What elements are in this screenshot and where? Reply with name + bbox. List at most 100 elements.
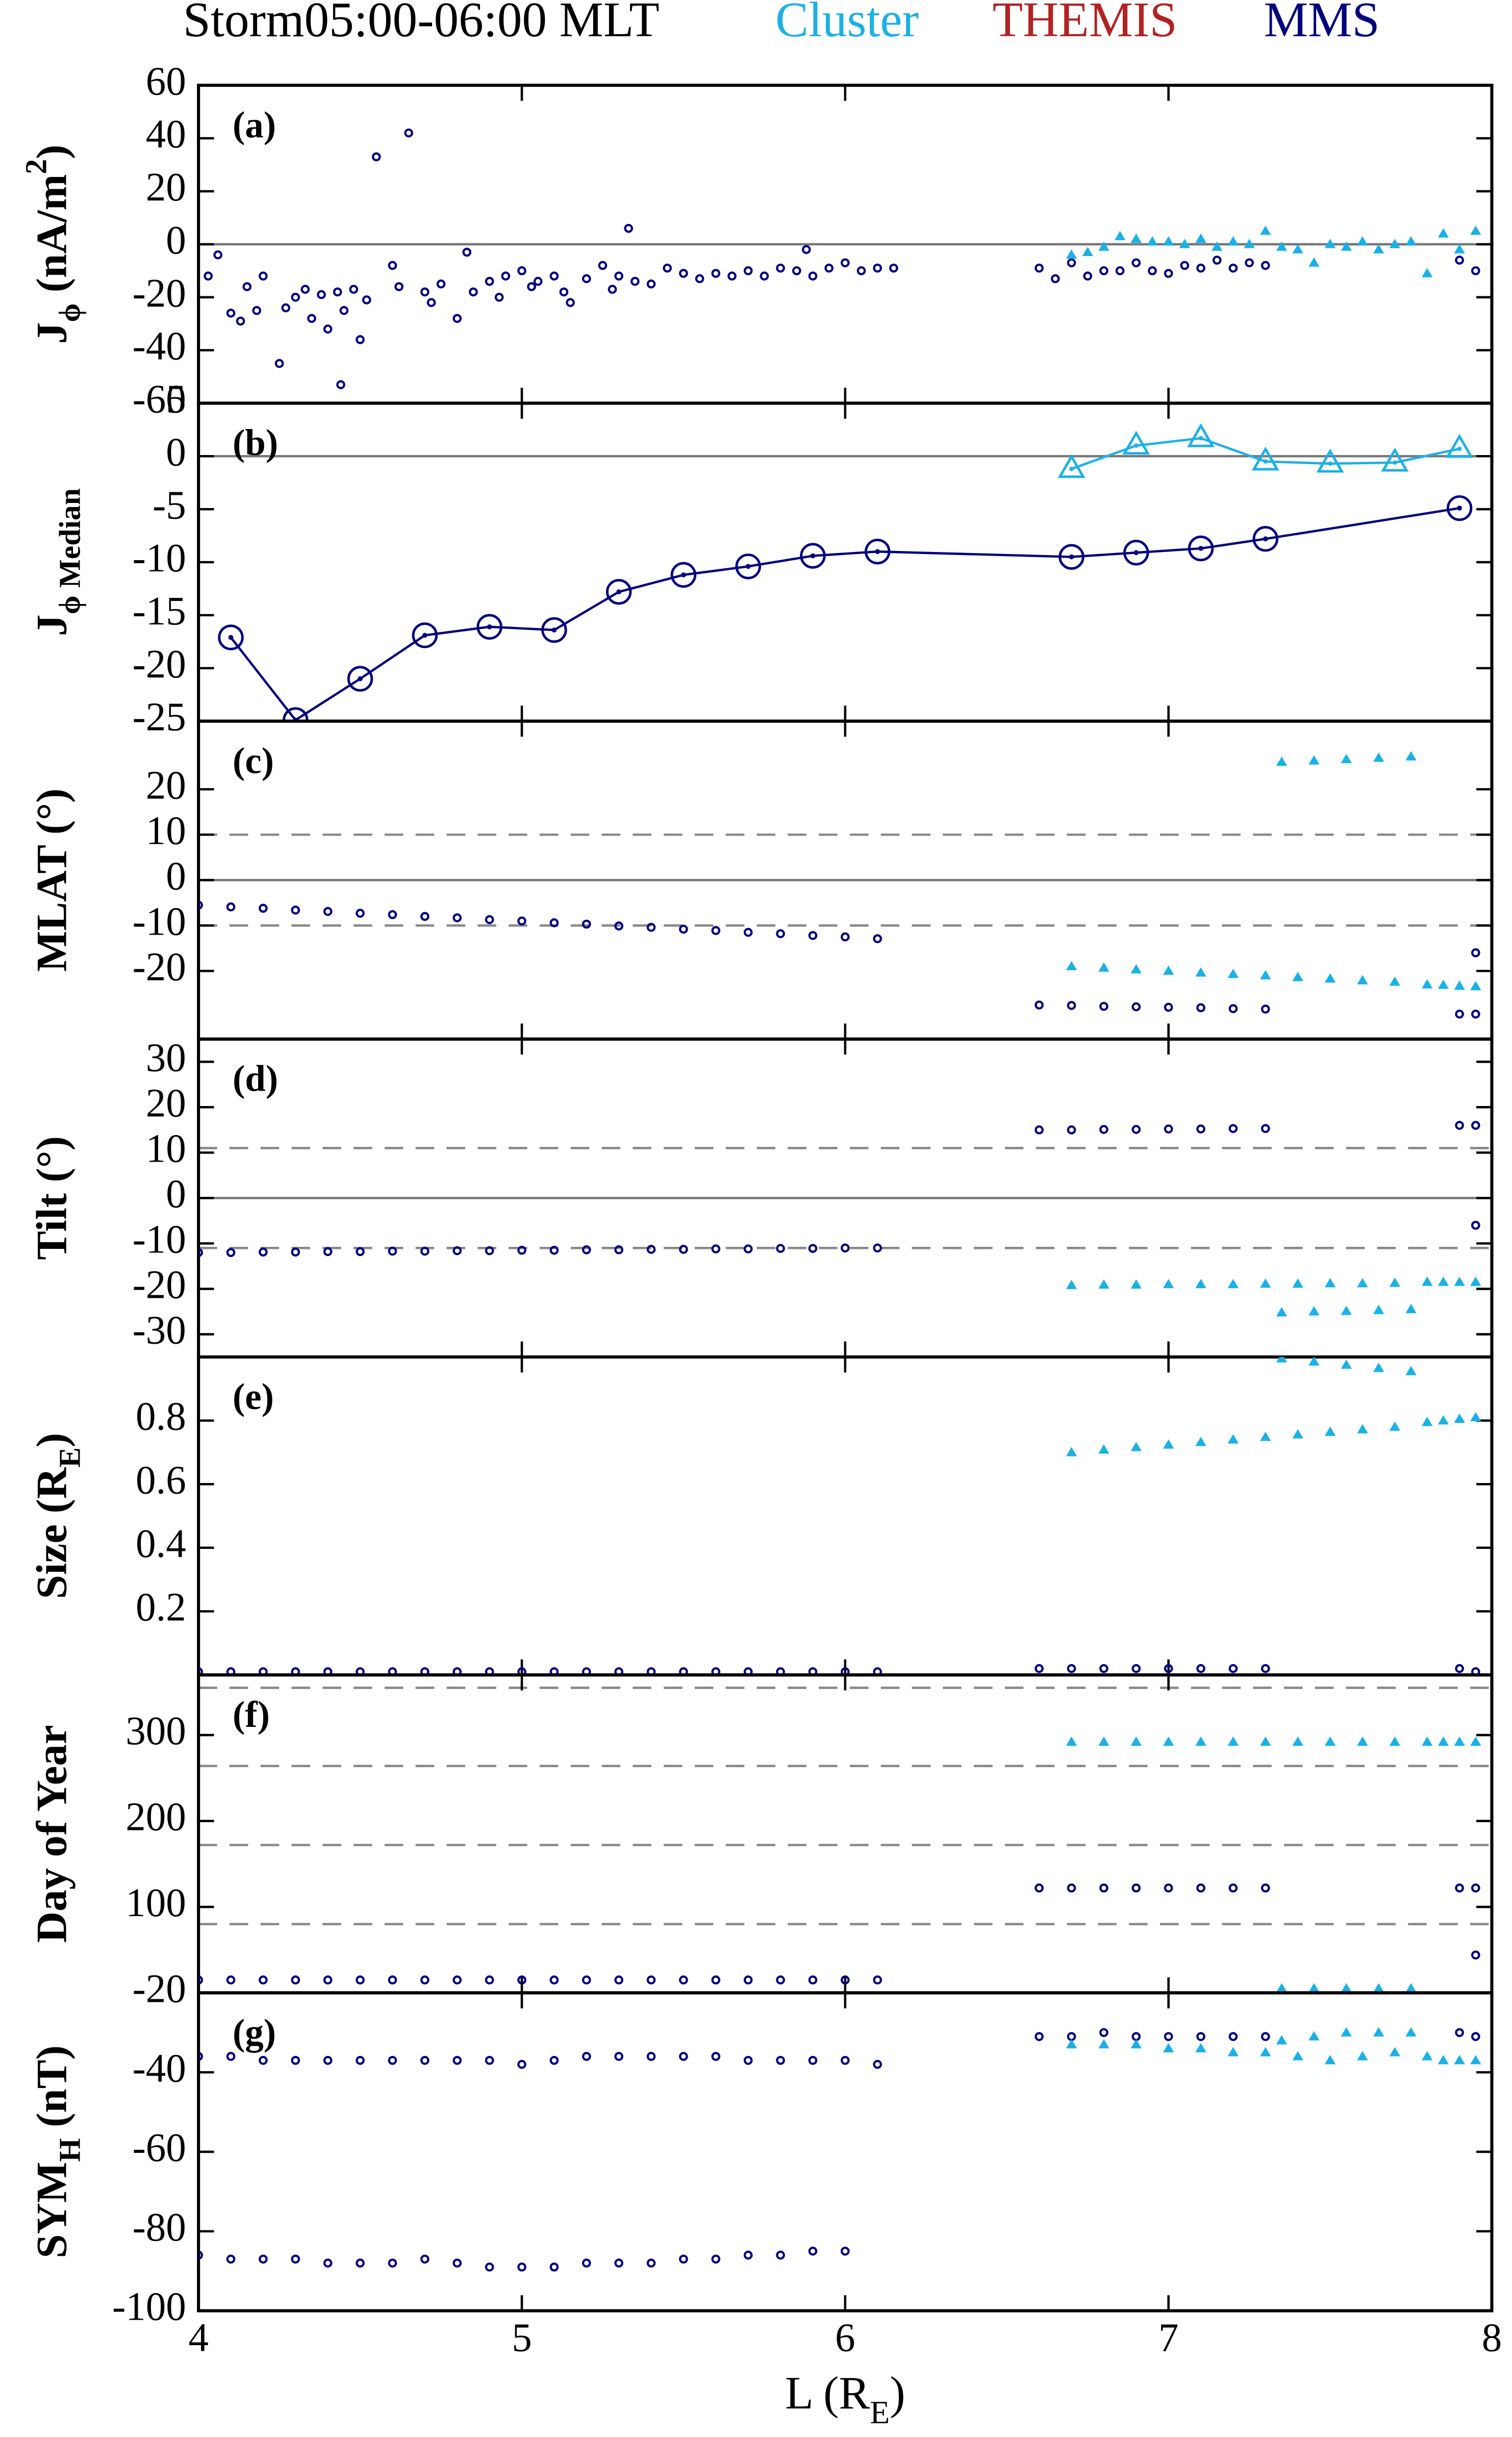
point — [339, 306, 349, 315]
point-center — [1133, 550, 1139, 556]
point — [517, 266, 526, 275]
point — [517, 2059, 526, 2069]
point-center — [1457, 446, 1462, 451]
y-tick-label: 0 — [166, 1172, 186, 1217]
point — [711, 269, 721, 278]
point — [1195, 1437, 1206, 1446]
point — [347, 666, 373, 692]
point — [1470, 1736, 1481, 1746]
point — [356, 335, 365, 344]
point — [517, 1245, 526, 1255]
point — [420, 287, 430, 297]
point-center — [1263, 536, 1268, 542]
point — [420, 1667, 430, 1675]
y-tick-label: -5 — [153, 483, 186, 527]
point — [1195, 2043, 1206, 2053]
point — [1471, 1009, 1480, 1019]
point — [333, 287, 342, 297]
point — [1179, 239, 1190, 248]
y-tick-label: -60 — [132, 2126, 186, 2170]
label-part: E — [870, 2394, 890, 2430]
point — [281, 303, 291, 313]
point — [436, 279, 446, 289]
point — [1438, 1736, 1449, 1746]
y-tick-label: -40 — [132, 324, 186, 369]
point — [1324, 1426, 1336, 1436]
point — [412, 622, 438, 648]
point-center — [810, 553, 816, 559]
point-center — [1198, 436, 1203, 441]
point — [1099, 1883, 1108, 1893]
point — [226, 902, 236, 912]
point — [663, 263, 672, 273]
y-tick-label: 20 — [146, 763, 186, 808]
point — [549, 1975, 559, 1984]
point — [1059, 544, 1085, 570]
point — [646, 279, 656, 289]
point — [1470, 981, 1481, 991]
point — [323, 1247, 333, 1257]
point — [840, 932, 850, 942]
label-part: Tilt (°) — [28, 1136, 75, 1260]
point — [485, 915, 494, 924]
point — [259, 903, 268, 913]
point — [1470, 225, 1481, 235]
point — [889, 263, 898, 273]
point — [1035, 1000, 1044, 1010]
y-tick-label: -10 — [132, 536, 186, 581]
point — [1228, 263, 1238, 273]
point — [1098, 1279, 1110, 1289]
point — [646, 1975, 656, 1984]
point-ring — [735, 554, 761, 580]
point — [1196, 2032, 1205, 2041]
point — [1261, 261, 1270, 270]
point — [1373, 752, 1384, 762]
point-ring — [800, 543, 826, 569]
point — [1035, 1125, 1044, 1135]
point — [1148, 266, 1157, 275]
point — [1082, 246, 1093, 256]
series-line — [230, 507, 1460, 721]
point — [1130, 2039, 1142, 2049]
point — [1164, 2032, 1173, 2041]
label-part: E — [53, 1447, 86, 1468]
point — [1228, 1004, 1238, 1013]
label-part: J — [28, 322, 75, 344]
point — [323, 2055, 333, 2065]
point — [1308, 257, 1320, 267]
y-tick-label: -100 — [112, 2285, 186, 2329]
point — [1292, 244, 1303, 254]
point — [1422, 268, 1433, 278]
point — [1196, 1883, 1205, 1893]
point — [394, 282, 404, 291]
point — [840, 1975, 850, 1984]
point — [356, 909, 365, 918]
point — [695, 274, 704, 284]
y-tick-label: 30 — [146, 1036, 186, 1080]
point — [336, 380, 345, 389]
point — [646, 2052, 656, 2061]
y-tick-label: -20 — [132, 271, 186, 316]
point — [1227, 968, 1239, 978]
point — [1292, 972, 1303, 982]
point-ring — [1057, 454, 1086, 478]
point — [1164, 1002, 1173, 1012]
point — [1195, 1278, 1206, 1289]
point — [1422, 1276, 1433, 1286]
label-part: (nA/m — [28, 174, 75, 304]
point — [1455, 256, 1464, 265]
point — [226, 1975, 236, 1984]
point — [776, 2250, 785, 2260]
point — [1292, 1736, 1303, 1746]
point — [743, 2250, 753, 2260]
point — [323, 1667, 333, 1675]
point — [1438, 979, 1449, 989]
point — [711, 1244, 721, 1253]
point — [549, 1245, 559, 1255]
point — [198, 1975, 203, 1984]
point-center — [1328, 461, 1332, 466]
point-center — [551, 627, 557, 633]
y-tick-label: 20 — [146, 165, 186, 210]
point — [541, 617, 567, 643]
point — [1057, 454, 1086, 478]
